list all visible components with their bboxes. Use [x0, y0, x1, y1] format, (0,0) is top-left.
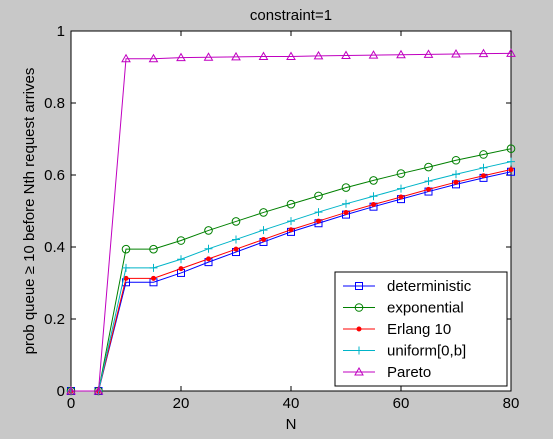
data-point: [259, 208, 268, 217]
x-axis-label: N: [286, 416, 297, 433]
data-point: [342, 199, 350, 208]
data-point: [478, 48, 489, 58]
data-point: [426, 186, 431, 192]
data-point: [204, 226, 213, 235]
data-point: [203, 52, 214, 61]
data-point: [506, 144, 516, 154]
data-point: [121, 244, 131, 254]
data-point: [507, 157, 515, 166]
legend-label: Erlang 10: [387, 321, 451, 338]
data-point: [176, 236, 186, 245]
data-point: [231, 51, 241, 61]
data-point: [259, 226, 268, 235]
data-point: [287, 217, 295, 226]
data-point: [233, 246, 239, 252]
legend-item: deterministic: [343, 278, 472, 295]
data-point: [368, 50, 379, 59]
data-point: [288, 227, 294, 233]
data-point: [204, 244, 213, 253]
series-layer: [66, 48, 516, 396]
series-3: [68, 167, 514, 394]
data-point: [341, 183, 351, 192]
x-tick-label: 20: [173, 395, 190, 412]
data-point: [371, 202, 376, 208]
y-tick-label: 0.6: [44, 167, 65, 184]
data-point: [343, 209, 349, 215]
series-line: [71, 148, 512, 392]
data-point: [479, 150, 488, 159]
legend-marker: [356, 326, 362, 332]
data-point: [398, 194, 404, 200]
data-point: [397, 184, 405, 193]
legend-marker: [354, 303, 364, 312]
legend-label: uniform[0,b]: [387, 343, 466, 360]
legend-item: Pareto: [343, 364, 431, 381]
data-point: [149, 244, 158, 254]
data-point: [314, 208, 323, 217]
legend-marker: [355, 282, 363, 290]
series-5: [66, 48, 516, 395]
data-point: [423, 49, 434, 58]
y-tick-label: 0.8: [44, 95, 65, 112]
data-point: [206, 256, 211, 262]
data-point: [66, 385, 76, 395]
data-point: [481, 173, 486, 179]
data-point: [93, 385, 104, 395]
legend-label: deterministic: [387, 278, 472, 295]
data-point: [286, 199, 296, 209]
x-tick-label: 0: [67, 395, 75, 412]
data-point: [396, 49, 406, 59]
data-point: [508, 167, 514, 173]
legend-label: Pareto: [387, 364, 431, 381]
data-point: [369, 176, 378, 185]
legend-item: exponential: [343, 300, 464, 317]
axis-ticks: 0 20 40 60 80 0 0.2 0.4 0.6 0.8 1: [44, 23, 519, 412]
y-tick-label: 0: [57, 383, 65, 400]
y-tick-label: 1: [57, 23, 65, 40]
data-point: [451, 155, 461, 165]
data-point: [506, 48, 516, 57]
data-point: [369, 192, 378, 201]
data-point: [286, 51, 296, 61]
legend-item: uniform[0,b]: [343, 343, 466, 360]
y-axis-label: prob queue ≥ 10 before Nth request arriv…: [21, 68, 38, 355]
chart-title: constraint=1: [250, 7, 332, 24]
legend-item: Erlang 10: [343, 321, 451, 338]
legend-marker: [354, 366, 364, 376]
data-point: [122, 263, 130, 272]
data-point: [424, 177, 433, 186]
data-point: [424, 162, 433, 172]
data-point: [258, 51, 269, 61]
data-point: [231, 217, 241, 226]
data-point: [176, 52, 186, 62]
data-point: [341, 50, 351, 59]
data-point: [178, 266, 184, 272]
data-point: [316, 218, 321, 224]
data-point: [149, 263, 158, 272]
x-tick-label: 80: [503, 395, 520, 412]
legend: deterministic exponential Erlang 10 uniform…: [334, 271, 508, 387]
x-tick-label: 60: [393, 395, 410, 412]
legend-marker: [355, 346, 363, 355]
y-tick-label: 0.2: [44, 311, 65, 328]
data-point: [479, 163, 488, 172]
data-point: [453, 179, 459, 185]
data-point: [151, 275, 156, 281]
data-point: [232, 235, 240, 244]
data-point: [121, 53, 131, 63]
series-line: [71, 52, 512, 392]
data-point: [123, 275, 129, 281]
data-point: [396, 169, 406, 178]
data-point: [261, 236, 266, 242]
data-point: [452, 170, 460, 179]
data-point: [177, 255, 185, 264]
data-point: [314, 191, 323, 201]
data-point: [451, 49, 461, 58]
data-point: [148, 53, 159, 63]
data-point: [313, 50, 324, 60]
legend-label: exponential: [387, 300, 464, 317]
y-tick-label: 0.4: [44, 239, 65, 256]
x-tick-label: 40: [283, 395, 300, 412]
